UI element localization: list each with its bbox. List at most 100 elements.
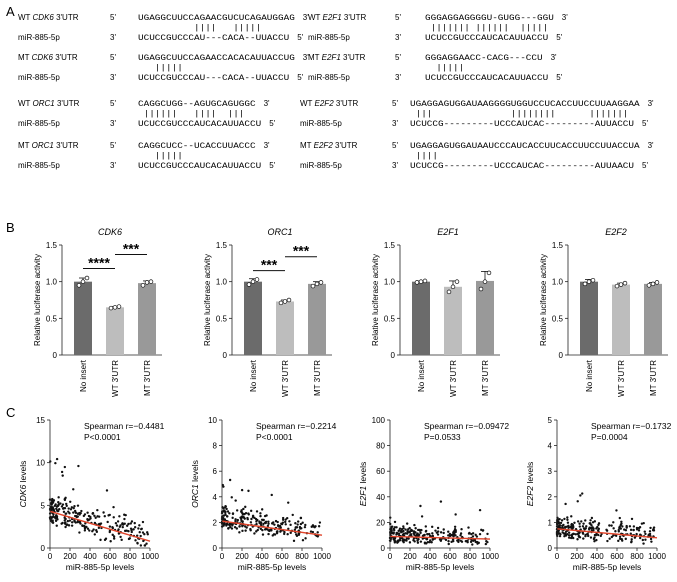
scatter-point [224, 504, 227, 508]
scatter-point [456, 539, 459, 542]
scatter-point [439, 531, 443, 534]
scatter-point [281, 516, 285, 520]
three-prime-mark: 3' [110, 161, 116, 170]
scatter-point [617, 530, 620, 533]
three-prime-mark: 3' [264, 99, 270, 108]
y-tick-label: 0 [559, 351, 564, 360]
scatter-point [143, 532, 146, 536]
three-prime-mark: 3' [110, 33, 116, 42]
x-tick-label: 0 [555, 552, 560, 561]
luciferase-bar-charts: CDK6 Relative luciferase activity 0 0.5 1.0 1… [33, 227, 668, 397]
y-tick-label: 0 [53, 351, 58, 360]
scatter-point [58, 508, 61, 511]
data-point [478, 286, 484, 292]
scatter-point [52, 508, 56, 512]
scatter-point [247, 513, 250, 516]
scatter-point [230, 527, 234, 530]
scatter-point [57, 500, 60, 504]
three-prime-mark: 3' [648, 99, 654, 108]
mirna-sequence: UCUCCGUCCCAUCACAUUACCU [138, 120, 261, 129]
scatter-point [242, 507, 245, 511]
scatter-point [599, 534, 602, 538]
y-tick-label: 3 [548, 467, 553, 476]
scatter-point [293, 528, 297, 531]
mirna-sequence: UCUCCG---------UCCCAUCAC---------AUUAACU [410, 162, 634, 171]
scatter-point [125, 529, 128, 532]
scatter-point [451, 534, 454, 537]
scatter-point [301, 521, 304, 524]
scatter-point [651, 529, 655, 532]
bar [276, 301, 294, 355]
scatter-point [233, 526, 237, 529]
scatter-point [467, 526, 470, 529]
scatter-point [72, 488, 75, 491]
scatter-point [442, 528, 445, 531]
x-tick-label: 600 [610, 552, 624, 561]
alignment-e2f1-wt: WT E2F1 3'UTR 5' GGGAGGAGGGGU-GUGG---GGU 3'… [308, 13, 568, 43]
x-tick-label: 1000 [313, 552, 331, 561]
p-value: P=0.0533 [424, 432, 461, 442]
scatter-point [635, 532, 638, 536]
x-tick-label: 1000 [481, 552, 499, 561]
scatter-point [426, 540, 430, 544]
scatter-point [139, 534, 142, 538]
scatter-point [74, 511, 78, 514]
scatter-point [65, 504, 68, 508]
scatter-point [259, 522, 263, 526]
data-point [254, 277, 260, 282]
scatter-point [241, 513, 245, 516]
scatter-point [54, 519, 58, 523]
scatter-point [259, 512, 262, 515]
scatter-point [79, 522, 82, 525]
scatter-point [249, 529, 252, 532]
x-tick-label: WT 3'UTR [281, 360, 290, 397]
scatter-point [55, 505, 59, 508]
scatter-point [115, 524, 119, 527]
y-tick-label: 1.0 [216, 278, 228, 287]
scatter-point [408, 541, 412, 544]
alignment-panel: WT CDK6 3'UTR 5' UGAGGCUUCCAGAACGUCUCAGAUG… [18, 13, 654, 171]
scatter-point [413, 523, 416, 527]
bar [308, 283, 326, 355]
data-point [116, 304, 122, 309]
x-tick-label: 200 [235, 552, 249, 561]
scatter-point [250, 517, 253, 521]
scatter-point [89, 515, 92, 519]
scatter-point [460, 528, 463, 531]
scatter-point [431, 532, 434, 535]
scatter-point [255, 530, 258, 533]
scatter-point [55, 457, 59, 461]
scatter-point [393, 540, 397, 543]
scatter-point [68, 519, 72, 522]
data-point [318, 280, 324, 285]
scatter-point [574, 533, 577, 536]
scatter-point [410, 529, 414, 532]
y-tick-label: 0 [391, 351, 396, 360]
data-point [314, 281, 320, 287]
scatter-point [442, 531, 445, 535]
pairing-bars: ||||||| |||||| ||||| [425, 24, 548, 33]
y-tick-label: 1.5 [46, 241, 58, 250]
pairing-bars: |||| [410, 152, 438, 161]
mirna-sequence: UCUCCGUCCCAUCACAUUACCU [425, 74, 548, 83]
scatter-point [72, 506, 75, 510]
scatter-point [478, 508, 482, 512]
scatter-point [478, 532, 482, 536]
scatter-point [146, 531, 149, 534]
scatter-point [260, 508, 264, 511]
scatter-point [464, 540, 468, 543]
scatter-point [428, 534, 432, 538]
y-tick-label: 20 [376, 518, 385, 527]
scatter-point [112, 505, 115, 509]
scatter-point [225, 507, 228, 511]
scatter-point [62, 510, 66, 514]
scatter-point [481, 529, 485, 532]
data-point [586, 279, 592, 284]
bar [244, 281, 262, 355]
scatter-point [421, 537, 424, 540]
scatter-point [119, 524, 122, 527]
bar [138, 283, 156, 355]
scatter-point [138, 531, 141, 534]
scatter-point [567, 531, 571, 534]
